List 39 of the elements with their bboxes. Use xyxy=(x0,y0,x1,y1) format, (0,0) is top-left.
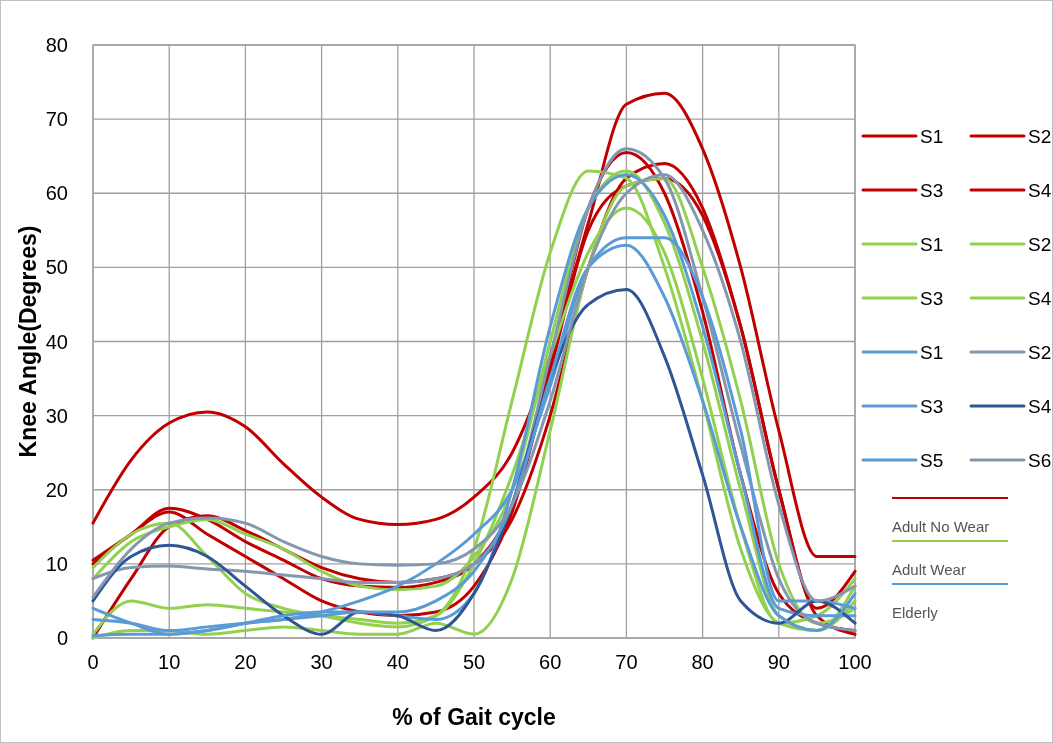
legend-label: S4 xyxy=(1028,396,1052,417)
text: Elderly xyxy=(892,604,939,621)
legend-label: S4 xyxy=(1028,180,1052,201)
x-axis-title: % of Gait cycle xyxy=(392,704,556,730)
legend-label: S1 xyxy=(920,234,944,255)
y-tick-label: 40 xyxy=(45,330,68,353)
text: Adult Wear xyxy=(892,561,966,578)
x-tick-label: 40 xyxy=(386,651,409,673)
y-tick-label: 0 xyxy=(56,627,68,649)
x-tick-label: 0 xyxy=(87,651,99,673)
x-tick-label: 90 xyxy=(767,651,790,673)
legend-label: S1 xyxy=(920,342,944,363)
legend-label: S2 xyxy=(1028,126,1052,147)
legend-label: S4 xyxy=(1028,288,1052,309)
y-tick-label: 70 xyxy=(45,108,68,131)
legend-label: S2 xyxy=(1028,234,1052,255)
x-tick-label: 70 xyxy=(615,651,638,673)
x-tick-label: 50 xyxy=(462,651,486,673)
legend-label: S3 xyxy=(920,396,944,417)
y-tick-label: 60 xyxy=(45,182,68,205)
text: Adult No Wear xyxy=(892,518,990,535)
x-tick-label: 20 xyxy=(234,651,257,673)
y-tick-label: 50 xyxy=(45,256,68,279)
y-tick-label: 30 xyxy=(45,404,68,427)
legend-label: S3 xyxy=(920,180,944,201)
legend-label: S2 xyxy=(1028,342,1052,363)
y-tick-label: 10 xyxy=(45,552,68,575)
legend-label: S5 xyxy=(920,450,944,471)
x-tick-label: 60 xyxy=(539,651,562,673)
x-tick-label: 10 xyxy=(158,651,181,673)
y-axis-title: Knee Angle(Degrees) xyxy=(15,225,41,458)
legend-label: S1 xyxy=(920,126,944,147)
x-tick-label: 80 xyxy=(691,651,714,673)
x-tick-label: 30 xyxy=(310,651,333,673)
y-tick-label: 80 xyxy=(45,34,68,56)
legend-label: S3 xyxy=(920,288,944,309)
x-tick-label: 100 xyxy=(838,651,872,673)
y-tick-label: 20 xyxy=(45,478,68,501)
legend-label: S6 xyxy=(1028,450,1052,471)
